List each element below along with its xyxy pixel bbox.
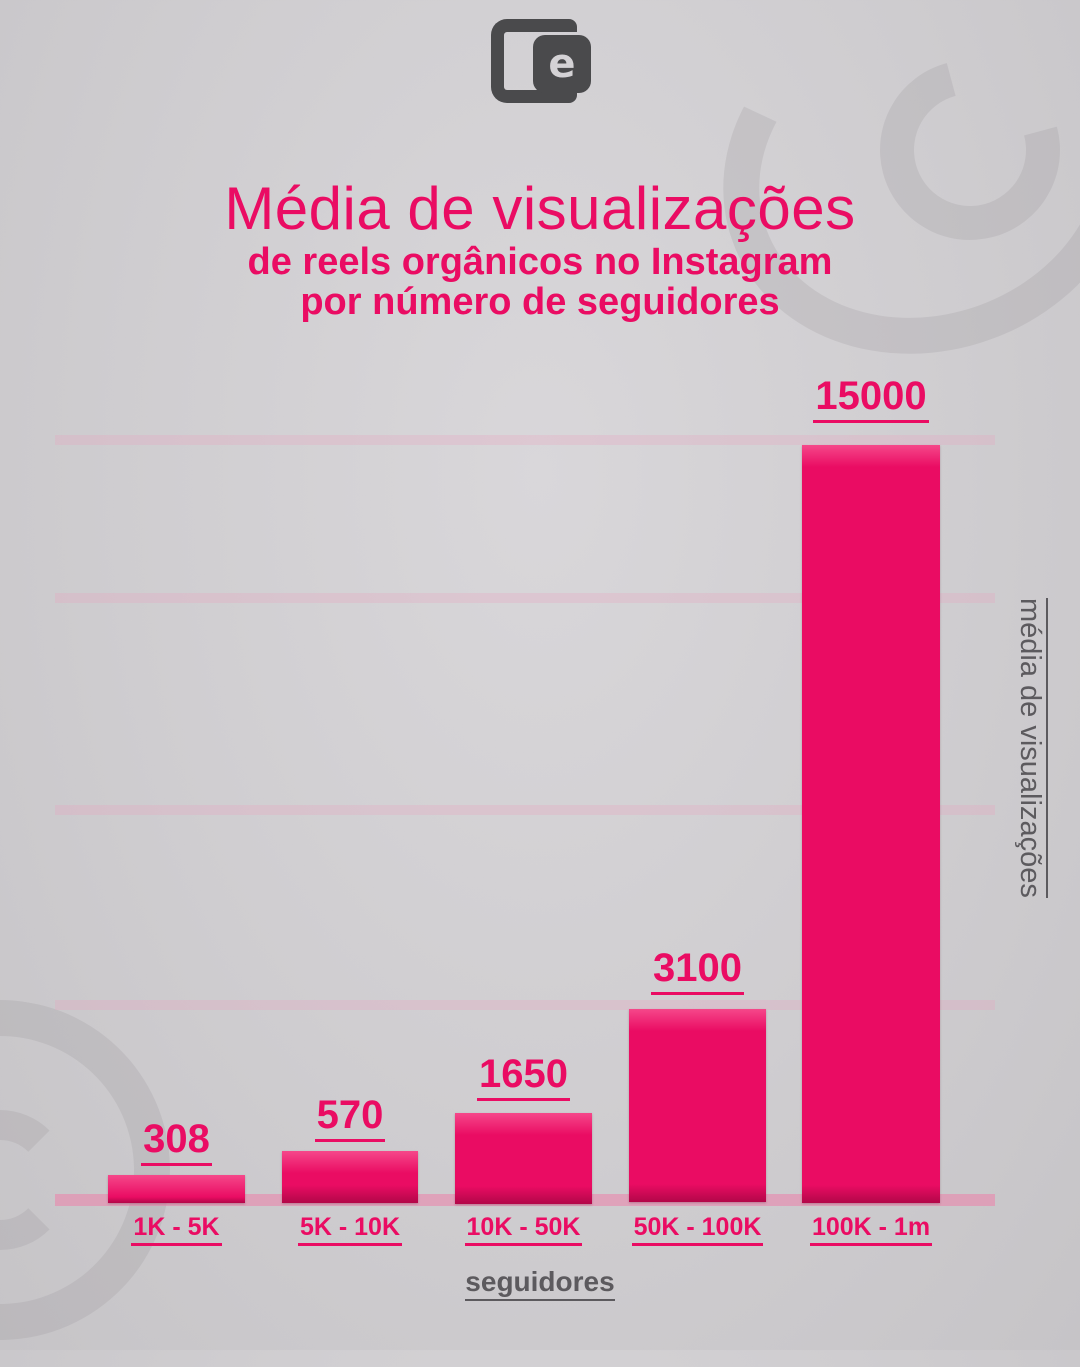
category-label: 5K - 10K	[262, 1212, 438, 1246]
value-label: 15000	[782, 374, 960, 423]
gridline	[55, 593, 995, 603]
value-label: 570	[262, 1093, 438, 1142]
title-main: Média de visualizações	[224, 175, 856, 242]
value-label: 3100	[609, 946, 786, 995]
bar-50k-100k	[629, 1009, 766, 1202]
logo-e-badge: e	[533, 35, 591, 93]
bar-1k-5k	[108, 1175, 245, 1203]
brand-logo-icon: e	[491, 19, 591, 103]
category-label: 100K - 1m	[782, 1212, 960, 1246]
title-line-2: de reels orgânicos no Instagram	[247, 241, 833, 283]
bar-100k-1m	[802, 445, 940, 1203]
category-label: 1K - 5K	[88, 1212, 265, 1246]
gridline	[55, 1000, 995, 1010]
bar-10k-50k	[455, 1113, 592, 1204]
gridline	[55, 805, 995, 815]
value-label: 308	[88, 1117, 265, 1166]
gridline	[55, 435, 995, 445]
logo-letter: e	[548, 41, 576, 87]
logo-frame	[491, 19, 577, 103]
x-axis-title: seguidores	[0, 1266, 1080, 1301]
category-label: 10K - 50K	[435, 1212, 612, 1246]
bar-5k-10k	[282, 1151, 418, 1203]
chart-title: Média de visualizações de reels orgânico…	[0, 175, 1080, 323]
category-label: 50K - 100K	[609, 1212, 786, 1246]
y-axis-title: média de visualizações	[1014, 598, 1048, 898]
title-line-3: por número de seguidores	[300, 281, 780, 323]
value-label: 1650	[435, 1052, 612, 1101]
